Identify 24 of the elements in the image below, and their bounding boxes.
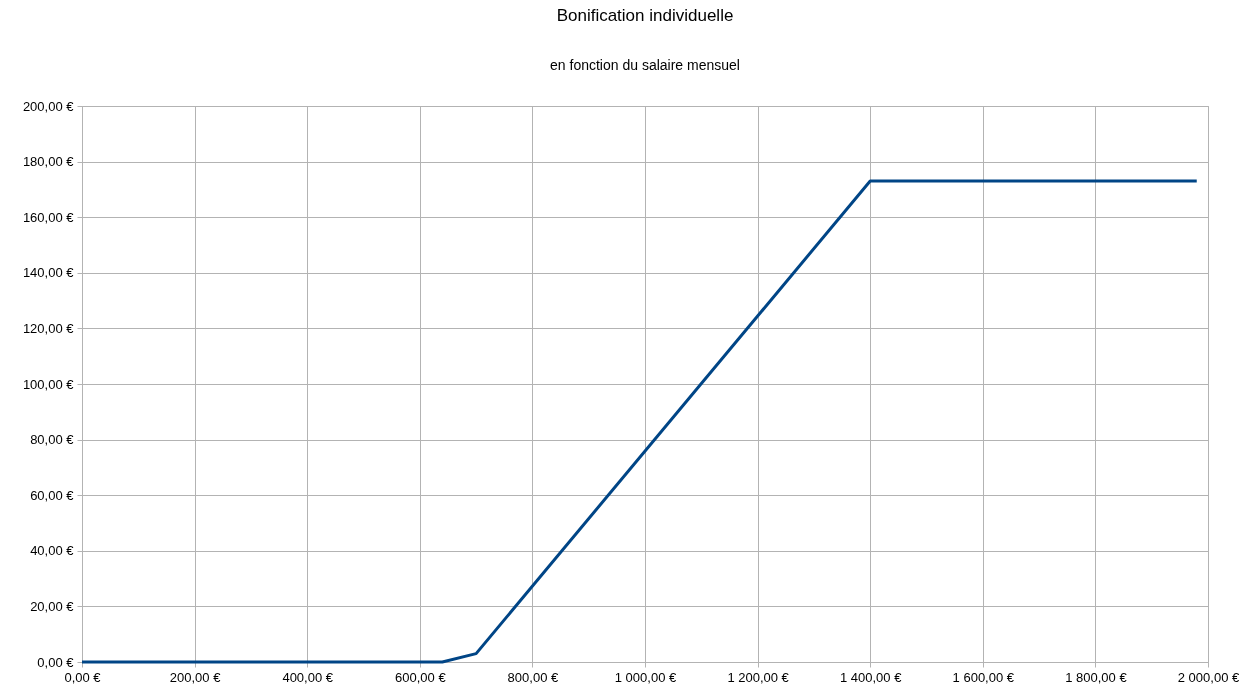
x-tick-label: 600,00 € bbox=[395, 669, 447, 685]
x-tick-label: 1 000,00 € bbox=[614, 669, 677, 685]
x-tick-label: 1 400,00 € bbox=[839, 669, 903, 685]
x-tick-label: 1 600,00 € bbox=[952, 669, 1015, 685]
chart-title: Bonification individuelle bbox=[556, 6, 734, 25]
y-tick-label: 100,00 € bbox=[22, 376, 75, 392]
x-tick-label: 200,00 € bbox=[169, 669, 222, 685]
x-tick-label: 800,00 € bbox=[507, 669, 559, 685]
y-tick-label: 0,00 € bbox=[37, 654, 75, 670]
y-tick-label: 140,00 € bbox=[22, 265, 75, 281]
y-tick-label: 120,00 € bbox=[22, 320, 75, 336]
chart-subtitle: en fonction du salaire mensuel bbox=[550, 57, 740, 73]
x-tick-label: 1 200,00 € bbox=[727, 669, 790, 685]
x-tick-label: 400,00 € bbox=[282, 669, 334, 685]
y-tick-label: 160,00 € bbox=[22, 209, 75, 225]
x-tick-label: 2 000,00 € bbox=[1177, 669, 1240, 685]
y-tick-label: 200,00 € bbox=[22, 98, 75, 114]
y-tick-label: 20,00 € bbox=[30, 598, 75, 614]
x-tick-label: 0,00 € bbox=[64, 669, 102, 685]
y-tick-label: 80,00 € bbox=[30, 432, 75, 448]
y-tick-label: 180,00 € bbox=[22, 154, 75, 170]
x-tick-label: 1 800,00 € bbox=[1065, 669, 1128, 685]
y-tick-label: 40,00 € bbox=[30, 543, 75, 559]
y-tick-label: 60,00 € bbox=[30, 487, 75, 503]
